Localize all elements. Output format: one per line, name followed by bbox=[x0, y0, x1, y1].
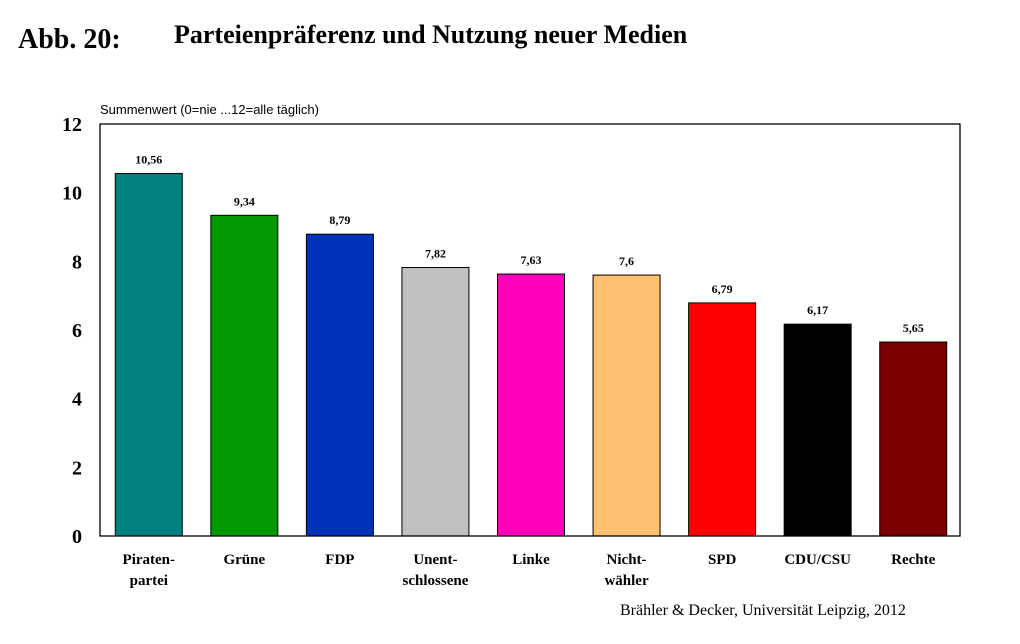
data-label: 5,65 bbox=[903, 321, 924, 335]
chart-title: Parteienpräferenz und Nutzung neuer Medi… bbox=[174, 20, 688, 49]
x-tick-label: CDU/CSU bbox=[784, 552, 851, 568]
bar bbox=[592, 274, 661, 537]
y-axis-label: Summenwert (0=nie ...12=alle täglich) bbox=[100, 102, 319, 117]
x-tick-label: partei bbox=[130, 573, 168, 589]
x-tick-label: Piraten- bbox=[123, 552, 175, 568]
bar bbox=[497, 273, 565, 537]
y-tick-label: 6 bbox=[72, 320, 82, 342]
y-tick-label: 12 bbox=[62, 114, 82, 136]
y-tick-label: 0 bbox=[72, 526, 82, 548]
data-label: 7,6 bbox=[619, 254, 634, 268]
x-tick-label: Rechte bbox=[891, 552, 935, 568]
data-label: 9,34 bbox=[234, 194, 255, 208]
y-tick-label: 8 bbox=[72, 251, 82, 273]
x-tick-label: Linke bbox=[512, 552, 550, 568]
bar bbox=[401, 267, 470, 537]
source-credit: Brähler & Decker, Universität Leipzig, 2… bbox=[620, 602, 906, 619]
bar bbox=[879, 341, 948, 537]
x-tick-label: SPD bbox=[708, 552, 737, 568]
data-label: 10,56 bbox=[135, 152, 162, 166]
bar bbox=[783, 323, 852, 537]
x-tick-label: wähler bbox=[604, 573, 649, 589]
data-label: 6,79 bbox=[712, 282, 733, 296]
x-tick-label: Nicht- bbox=[607, 552, 647, 568]
bar bbox=[210, 214, 279, 537]
x-tick-label: Grüne bbox=[223, 552, 265, 568]
x-tick-label: Unent- bbox=[413, 552, 457, 568]
x-tick-label: schlossene bbox=[403, 573, 469, 589]
data-label: 7,63 bbox=[521, 253, 542, 267]
data-label: 8,79 bbox=[329, 213, 350, 227]
y-tick-label: 2 bbox=[72, 457, 82, 479]
data-label: 6,17 bbox=[807, 303, 828, 317]
plot-area bbox=[99, 123, 961, 537]
figure-label: Abb. 20: bbox=[18, 24, 121, 55]
bar bbox=[305, 233, 374, 537]
bar bbox=[688, 302, 757, 537]
x-tick-label: FDP bbox=[325, 552, 354, 568]
bar bbox=[114, 172, 183, 537]
data-label: 7,82 bbox=[425, 247, 446, 261]
y-tick-label: 4 bbox=[72, 389, 82, 411]
y-tick-label: 10 bbox=[62, 183, 82, 205]
